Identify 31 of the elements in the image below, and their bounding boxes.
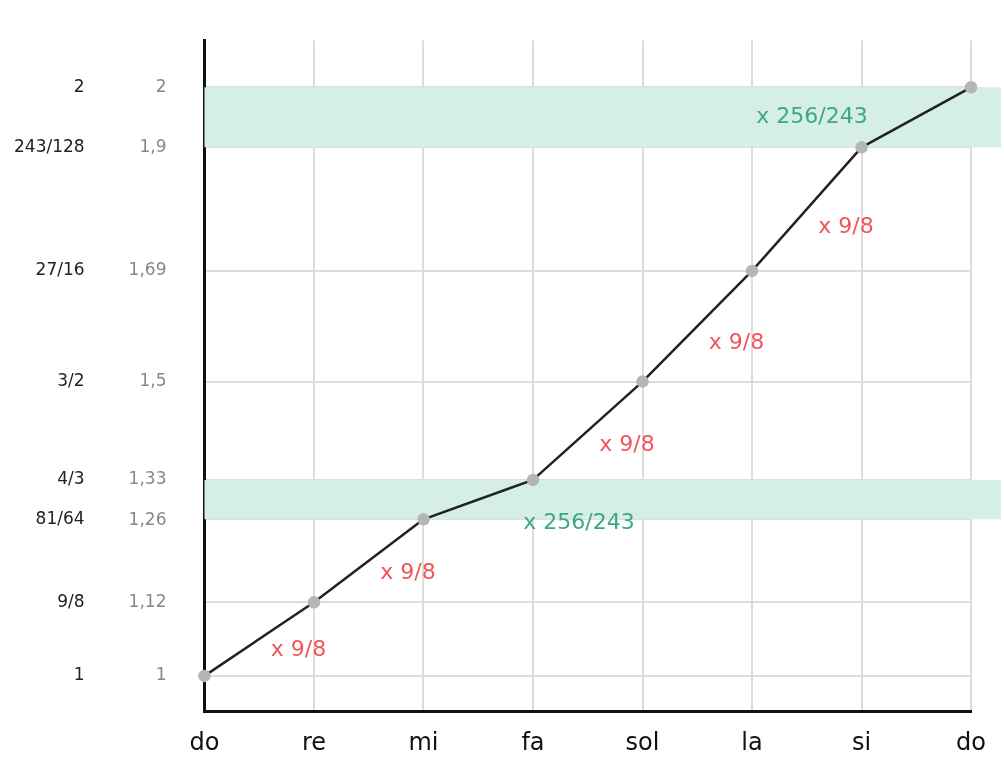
y-tick-label: 81/64	[35, 507, 85, 528]
x-tick-label: do	[189, 727, 220, 756]
y-tick-label: 9/8	[57, 590, 85, 611]
band-label: x 256/243	[523, 509, 635, 535]
y2-tick-label: 1	[155, 664, 167, 685]
x-tick-label: si	[851, 727, 872, 756]
y2-tick-label: 1,5	[139, 370, 167, 391]
y2-tick-label: 1,26	[128, 508, 167, 529]
annotation: x 9/8	[380, 558, 436, 584]
x-tick-label: sol	[625, 727, 660, 756]
x-tick-label: re	[301, 727, 327, 756]
y-tick-label: 1	[73, 664, 85, 685]
y-tick-label: 2	[73, 75, 85, 96]
x-tick-label: mi	[408, 727, 439, 756]
y2-tick-label: 1,33	[128, 468, 167, 489]
y-tick-label: 4/3	[57, 468, 85, 489]
x-tick-label: la	[741, 727, 763, 756]
annotation: x 9/8	[270, 635, 327, 661]
y2-tick-label: 1,12	[128, 590, 167, 611]
band-label: x 256/243	[756, 103, 868, 129]
y-tick-label: 243/128	[14, 135, 85, 156]
y-tick-label: 27/16	[35, 259, 85, 280]
y2-tick-label: 1,9	[139, 135, 167, 156]
y-tick-label: 3/2	[57, 370, 85, 391]
y2-tick-label: 2	[155, 75, 167, 96]
annotation: x 9/8	[818, 213, 874, 239]
x-tick-label: do	[956, 727, 986, 756]
annotation: x 9/8	[708, 328, 765, 354]
annotation: x 9/8	[599, 431, 655, 457]
y2-tick-label: 1,69	[128, 259, 167, 280]
x-tick-label: fa	[521, 727, 545, 756]
